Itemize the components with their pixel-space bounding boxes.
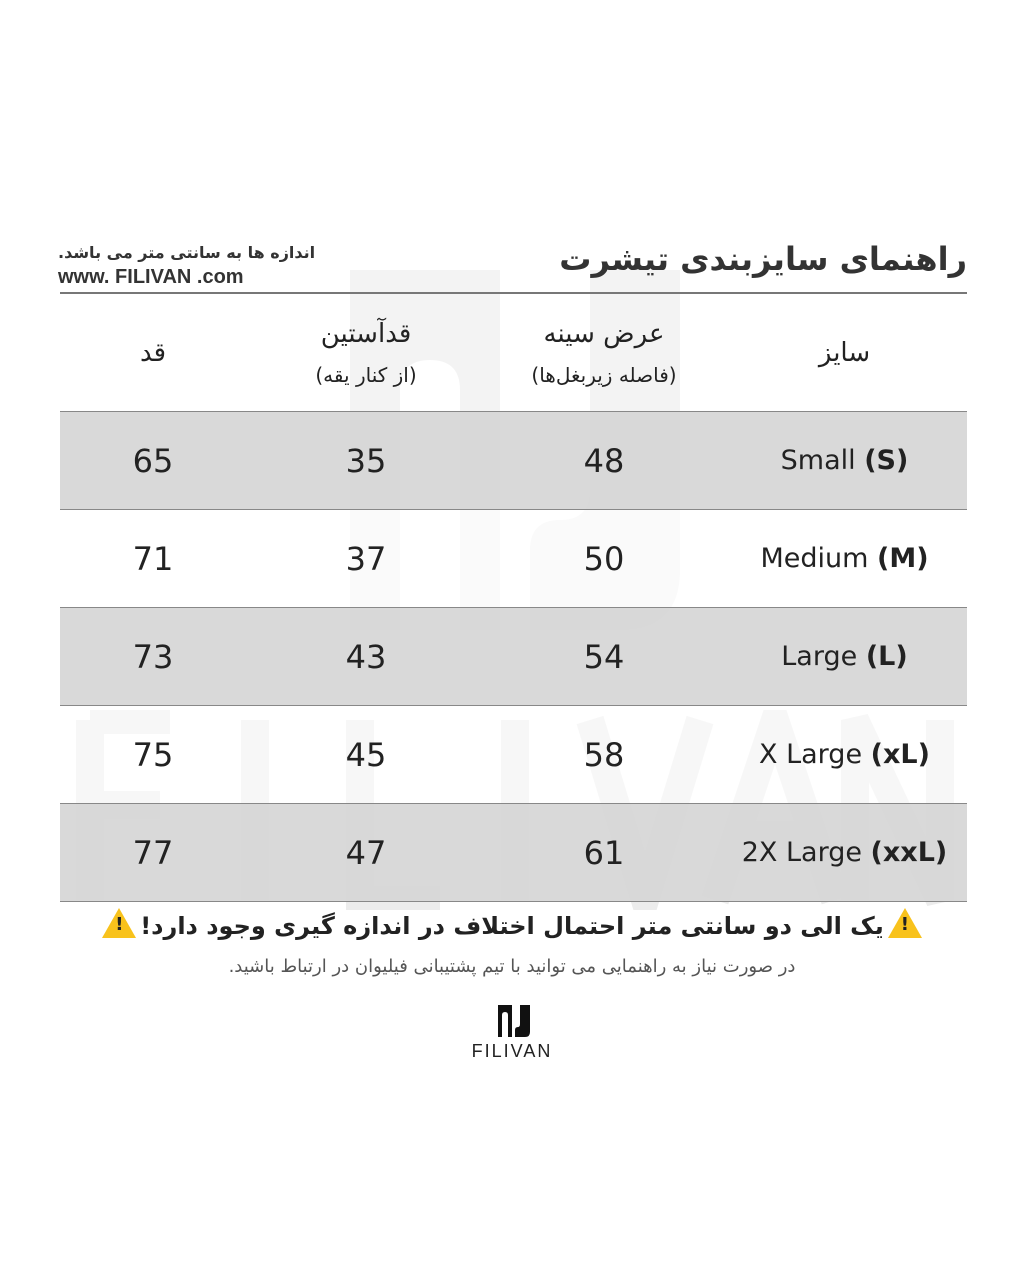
size-cell: X Large (xL) xyxy=(722,705,967,804)
size-code: (M) xyxy=(877,543,929,574)
sleeve-cell: 47 xyxy=(246,803,486,902)
sleeve-cell: 45 xyxy=(246,705,486,804)
chest-cell: 58 xyxy=(486,705,722,804)
table-header: قد قدآستین (از کنار یقه) عرض سینه (فاصله ز… xyxy=(60,294,967,412)
header-label: قد xyxy=(139,337,167,368)
page-title: راهنمای سایزبندی تیشرت xyxy=(559,240,967,278)
warning-text: یک الی دو سانتی متر احتمال اختلاف در اند… xyxy=(140,912,884,940)
website-url: www. FILIVAN .com xyxy=(58,266,244,288)
size-name: Small xyxy=(780,445,856,476)
size-code: (S) xyxy=(864,445,909,476)
sleeve-cell: 35 xyxy=(246,411,486,510)
size-code: (xL) xyxy=(870,739,930,770)
column-header-chest: عرض سینه (فاصله زیربغل‌ها) xyxy=(486,294,722,412)
table-row: 65 35 48 Small (S) xyxy=(60,411,967,510)
length-cell: 65 xyxy=(60,411,246,510)
size-cell: 2X Large (xxL) xyxy=(722,803,967,902)
size-cell: Small (S) xyxy=(722,411,967,510)
size-name: X Large xyxy=(759,739,863,770)
column-header-length: قد xyxy=(60,294,246,412)
length-cell: 71 xyxy=(60,509,246,608)
chest-cell: 50 xyxy=(486,509,722,608)
table-row: 77 47 61 2X Large (xxL) xyxy=(60,803,967,902)
chest-cell: 48 xyxy=(486,411,722,510)
brand-name: FILIVAN xyxy=(471,1041,553,1061)
length-cell: 75 xyxy=(60,705,246,804)
size-code: (L) xyxy=(865,641,908,672)
size-cell: Medium (M) xyxy=(722,509,967,608)
header-label: عرض سینه xyxy=(543,318,665,349)
size-name: 2X Large xyxy=(741,837,862,868)
size-name: Large xyxy=(781,641,858,672)
support-text: در صورت نیاز به راهنمایی می توانید با تی… xyxy=(228,956,796,977)
column-header-sleeve: قدآستین (از کنار یقه) xyxy=(246,294,486,412)
warning-triangle-icon: ! xyxy=(887,908,922,938)
length-cell: 73 xyxy=(60,607,246,706)
sleeve-cell: 43 xyxy=(246,607,486,706)
length-cell: 77 xyxy=(60,803,246,902)
chest-cell: 61 xyxy=(486,803,722,902)
sleeve-cell: 37 xyxy=(246,509,486,608)
table-row: 75 45 58 X Large (xL) xyxy=(60,705,967,804)
table-row: 71 37 50 Medium (M) xyxy=(60,509,967,608)
size-name: Medium xyxy=(760,543,869,574)
warning-triangle-icon: ! xyxy=(102,908,137,938)
header-sublabel: (فاصله زیربغل‌ها) xyxy=(531,362,677,387)
chest-cell: 54 xyxy=(486,607,722,706)
brand-logo-icon xyxy=(498,1005,530,1037)
header-sublabel: (از کنار یقه) xyxy=(315,362,417,387)
divider xyxy=(60,292,967,294)
column-header-size: سایز xyxy=(722,294,967,412)
units-note: اندازه ها به سانتی متر می باشد. xyxy=(58,243,316,262)
size-cell: Large (L) xyxy=(722,607,967,706)
size-code: (xxL) xyxy=(870,837,948,868)
size-table: قد قدآستین (از کنار یقه) عرض سینه (فاصله ز… xyxy=(60,294,967,902)
measurement-warning: ! یک الی دو سانتی متر احتمال اختلاف در ان… xyxy=(0,908,1024,940)
header-label: قدآستین xyxy=(320,318,412,349)
header-label: سایز xyxy=(818,337,871,368)
table-row: 73 43 54 Large (L) xyxy=(60,607,967,706)
